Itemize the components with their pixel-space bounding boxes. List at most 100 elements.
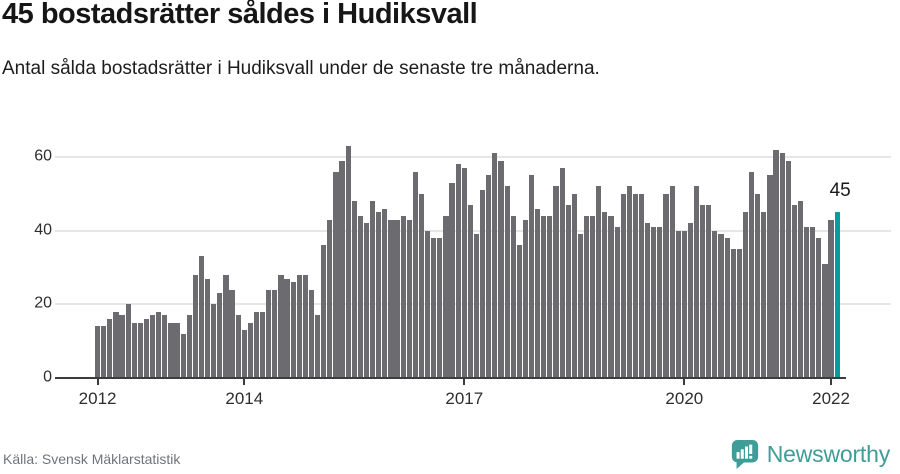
bar	[400, 215, 406, 378]
bar	[95, 326, 101, 378]
highlight-value-label: 45	[829, 180, 851, 201]
bar	[437, 238, 443, 378]
bar	[724, 238, 730, 378]
source-caption: Källa: Svensk Mäklarstatistik	[3, 451, 181, 467]
bar	[382, 208, 388, 378]
bar	[803, 226, 810, 378]
gridline-60	[55, 156, 891, 158]
brand-wordmark: Newsworthy	[766, 440, 890, 467]
bar	[113, 311, 119, 378]
bar	[119, 315, 125, 378]
bar-series	[95, 0, 857, 378]
x-tick-2022	[830, 378, 833, 385]
bar	[486, 175, 492, 378]
bar	[351, 201, 357, 378]
bar	[101, 326, 107, 378]
bar	[308, 289, 315, 378]
x-tick-2012	[96, 378, 99, 385]
x-tick-2020	[683, 378, 686, 385]
bar	[205, 278, 211, 378]
bar	[278, 274, 284, 378]
bar	[449, 182, 455, 378]
bar	[651, 226, 657, 378]
bar	[394, 219, 400, 378]
brand-logo: Newsworthy	[730, 438, 890, 470]
bar	[669, 186, 675, 378]
bar	[357, 215, 363, 378]
bar	[284, 278, 290, 378]
bar	[480, 190, 486, 378]
bar	[406, 219, 412, 378]
bar	[504, 186, 510, 378]
bar	[241, 330, 247, 378]
bar	[431, 238, 437, 378]
x-tick-2014	[243, 378, 246, 385]
bar	[816, 238, 822, 378]
bar	[150, 315, 156, 378]
bar	[217, 293, 223, 378]
bar	[712, 230, 718, 378]
y-tick-label-60: 60	[34, 147, 52, 165]
bar	[583, 215, 590, 378]
bar	[608, 215, 614, 378]
bar	[535, 208, 541, 378]
bar	[736, 249, 742, 378]
bar	[822, 263, 828, 378]
bar	[577, 234, 584, 378]
bar	[755, 193, 761, 378]
bar	[467, 204, 474, 378]
bar	[693, 186, 700, 378]
bar	[168, 322, 174, 378]
bar	[235, 315, 241, 378]
x-tick-label-2012: 2012	[78, 389, 117, 408]
bar	[773, 149, 779, 378]
bar	[272, 289, 278, 378]
bar	[180, 333, 186, 378]
page-subtitle: Antal sålda bostadsrätter i Hudiksvall u…	[2, 58, 600, 79]
bar	[779, 153, 785, 378]
bar	[510, 215, 516, 378]
bar	[327, 219, 333, 378]
x-tick-label-2014: 2014	[225, 389, 264, 408]
bar	[162, 315, 168, 378]
bar	[370, 201, 376, 378]
bar	[565, 204, 571, 378]
bar	[596, 186, 602, 378]
bar	[797, 201, 804, 378]
x-tick-label-2022: 2022	[812, 389, 850, 408]
bar	[541, 215, 547, 378]
bar	[290, 282, 296, 378]
bar	[614, 226, 620, 378]
bar	[186, 315, 192, 378]
bar	[247, 322, 253, 378]
bar	[681, 230, 687, 378]
bar	[455, 164, 461, 378]
bar	[492, 153, 498, 378]
bar	[571, 193, 577, 378]
bar	[767, 175, 773, 378]
bar	[810, 226, 816, 378]
bar	[473, 234, 480, 378]
bar	[528, 175, 535, 378]
x-tick-label-2017: 2017	[445, 389, 484, 408]
bar	[198, 256, 205, 378]
bar	[376, 212, 382, 378]
bar	[333, 171, 339, 378]
bar	[553, 186, 559, 378]
x-axis-line	[55, 376, 846, 379]
bar	[266, 289, 272, 378]
bar	[302, 274, 308, 378]
bar	[296, 274, 302, 378]
bar	[748, 171, 755, 378]
bar	[638, 193, 645, 378]
bar	[418, 193, 425, 378]
bar	[522, 219, 529, 378]
bar	[192, 274, 198, 378]
bar	[107, 319, 113, 378]
y-tick-label-40: 40	[34, 221, 52, 239]
bar	[156, 311, 162, 378]
bar	[345, 145, 351, 378]
bar	[412, 171, 418, 378]
